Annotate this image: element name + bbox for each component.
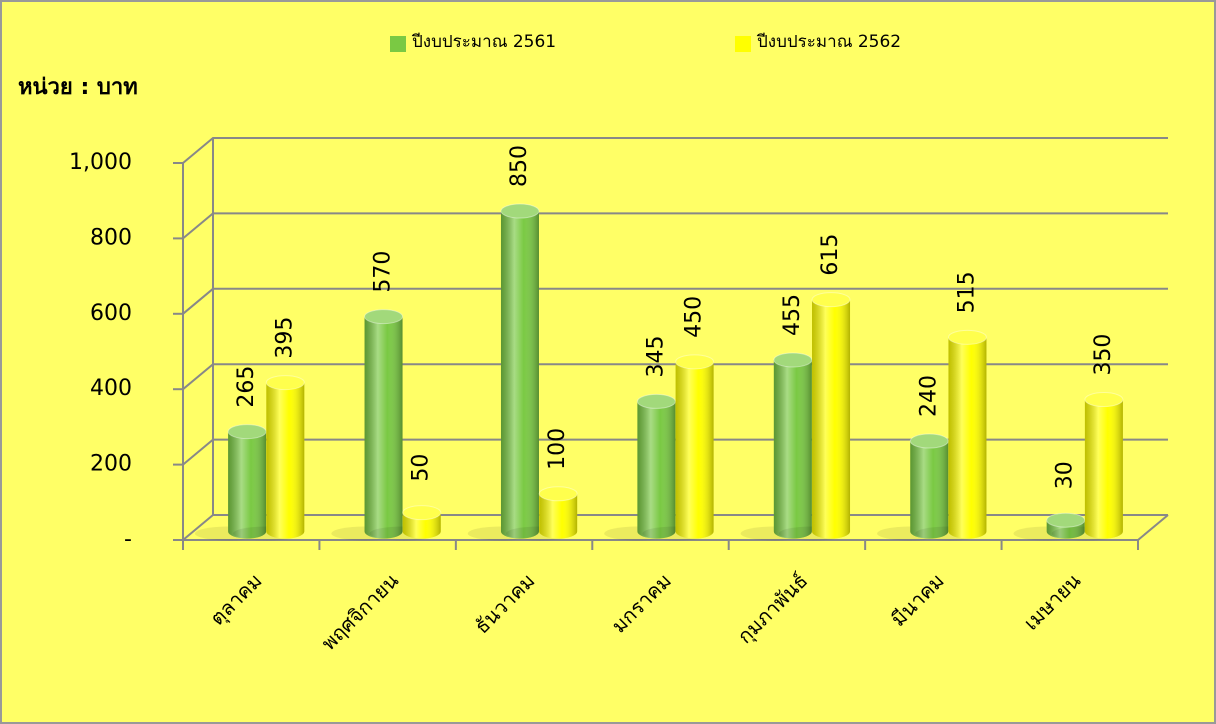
data-label: 395 [272,317,297,359]
data-label: 615 [818,234,843,276]
data-label: 265 [234,366,259,408]
bar-shade [402,512,441,539]
legend-label: ปีงบประมาณ 2561 [411,32,556,52]
bar-top-shine [675,354,714,369]
y-tick-label: - [124,527,132,552]
bar-top [1084,392,1124,408]
bar-shade [637,401,676,539]
y-tick-label: 800 [90,225,132,250]
legend-label: ปีงบประมาณ 2562 [756,32,901,52]
bar-top [909,433,949,449]
data-label: 570 [371,251,396,293]
data-label: 50 [409,454,434,482]
bar-top [773,352,813,368]
bar-top-shine [812,292,851,307]
y-tick-label: 1,000 [69,150,132,175]
data-label: 30 [1053,461,1078,489]
data-label: 345 [643,335,668,377]
data-label: 515 [954,271,979,313]
bar-top [675,354,715,370]
bar-top-shine [228,424,267,439]
bar-top-shine [1046,513,1085,528]
bar-shade [773,359,812,539]
data-label: 350 [1091,334,1116,376]
bar-top-shine [1084,392,1123,407]
bar-top-shine [402,505,441,520]
bar-top [227,424,267,440]
bar-shade [364,316,403,539]
data-label: 240 [916,375,941,417]
bar-top-shine [637,394,676,409]
data-label: 850 [507,145,532,187]
data-label: 455 [780,294,805,336]
bar-shade [812,299,851,539]
y-tick-label: 200 [90,452,132,477]
bar-top [1046,512,1086,528]
bar-shade [948,337,987,539]
y-tick-label: 400 [90,376,132,401]
bar-top-shine [910,434,949,449]
data-label: 100 [545,428,570,470]
bar-top-shine [364,309,403,324]
grid-line [182,137,1168,164]
bar-top [500,203,540,219]
bar-shade [1084,399,1123,539]
bar-shade [500,211,539,539]
bar-top [636,393,676,409]
bar-top [538,486,578,502]
bar-top-shine [266,375,305,390]
grid-line [182,212,1168,240]
bar-top [947,329,987,345]
bar-shade [228,431,267,539]
legend-swatch [390,36,406,52]
bar-top [811,292,851,308]
y-axis-label: หน่วย : บาท [18,75,138,100]
bar-shade [266,382,305,539]
y-tick-label: 600 [90,301,132,326]
bar-top-shine [948,330,987,345]
bar-shade [910,441,949,539]
data-label: 450 [682,296,707,338]
bar-top [265,375,305,391]
bar-top-shine [773,352,812,367]
bar-top-shine [500,204,539,219]
legend-swatch [735,36,751,52]
bar-top-shine [539,486,578,501]
bar-shade [539,493,578,539]
grid-line [182,287,1168,315]
bar-top [402,505,442,521]
bar-top [364,309,404,325]
bar-shade [675,361,714,539]
